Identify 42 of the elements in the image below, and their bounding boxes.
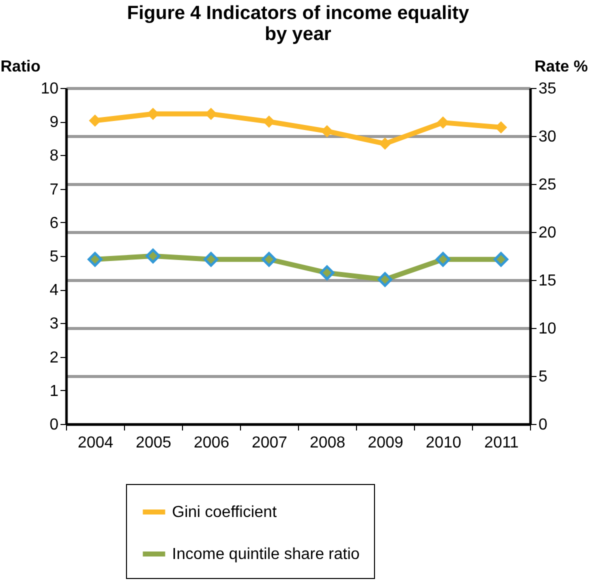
y-tick-label: 6 — [50, 214, 59, 232]
y2-tick-label: 30 — [538, 128, 556, 146]
x-tick-label: 2010 — [426, 434, 462, 452]
x-tick-label: 2008 — [310, 434, 346, 452]
point — [88, 252, 102, 267]
point — [320, 125, 334, 138]
x-tick-label: 2009 — [368, 434, 404, 452]
point — [378, 272, 392, 287]
y2-tick-label: 25 — [538, 176, 556, 194]
y-tick-label: 5 — [50, 248, 59, 266]
x-tick-label: 2005 — [136, 434, 172, 452]
y2-tick-label: 20 — [538, 224, 556, 242]
point — [146, 248, 160, 264]
point — [204, 252, 218, 267]
x-tick-label: 2007 — [252, 434, 288, 452]
y2-axis-title: Rate % — [534, 58, 588, 76]
y2-tick-label: 35 — [538, 80, 556, 98]
y2-tick-label: 15 — [538, 272, 556, 290]
x-tick-label: 2006 — [194, 434, 230, 452]
y2-tick-label: 5 — [538, 368, 548, 386]
point — [378, 138, 392, 150]
y-tick-label: 9 — [50, 114, 59, 132]
legend-label: Income quintile share ratio — [172, 546, 360, 563]
legend-label: Gini coefficient — [172, 504, 278, 521]
x-tick-label: 2004 — [78, 434, 114, 452]
y-tick-label: 4 — [50, 282, 59, 300]
y-tick-label: 0 — [50, 416, 59, 434]
point — [320, 265, 334, 280]
y2-tick-label: 10 — [538, 320, 556, 338]
y-tick-label: 10 — [40, 80, 59, 98]
point — [436, 252, 450, 267]
point — [262, 252, 276, 267]
y-tick-label: 2 — [50, 349, 59, 366]
y-tick-label: 3 — [50, 316, 59, 333]
point — [494, 252, 508, 267]
x-tick-label: 2011 — [484, 434, 519, 452]
y-axis-title: Ratio — [0, 58, 41, 76]
y-tick-label: 7 — [50, 181, 59, 198]
y-tick-label: 8 — [50, 148, 59, 165]
chart-title: Figure 4 Indicators of income equality by year — [126, 3, 470, 45]
y2-tick-label: 0 — [538, 416, 548, 434]
y-tick-label: 1 — [50, 382, 59, 400]
